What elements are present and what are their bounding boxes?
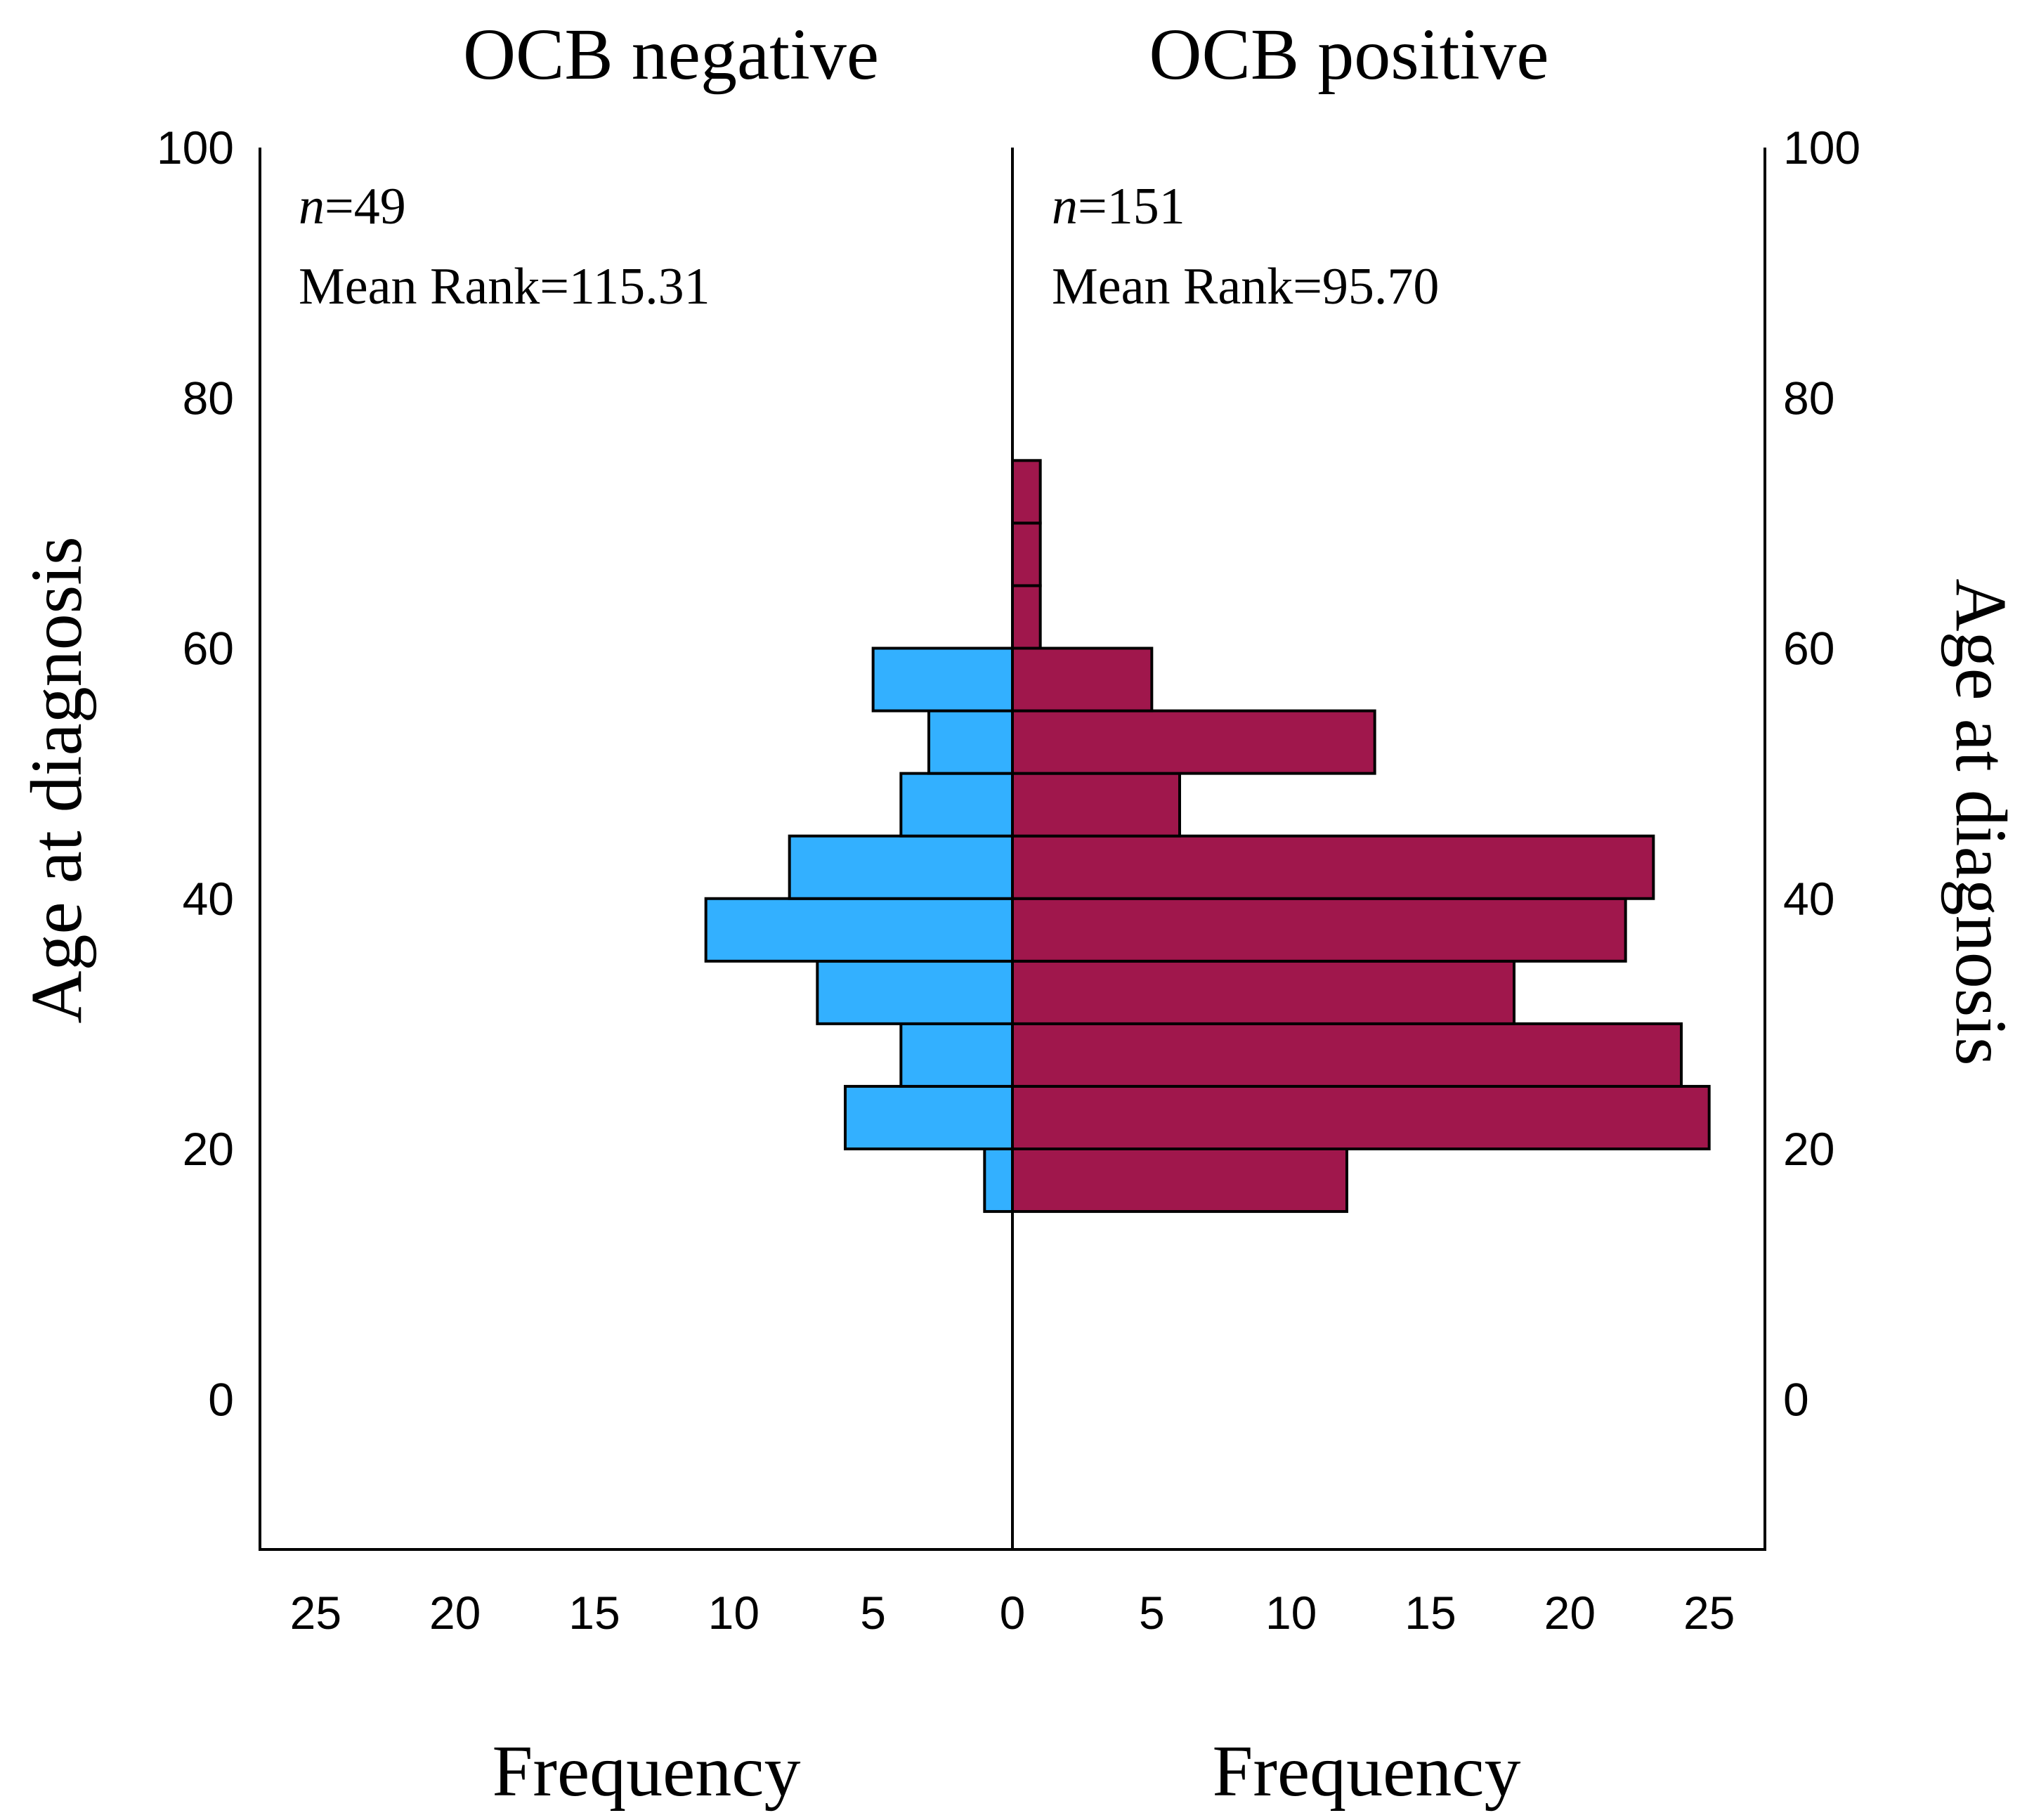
annotation-n-positive-value: =151 bbox=[1078, 178, 1185, 235]
y-tick-label-left: 0 bbox=[208, 1373, 234, 1425]
y-tick-label-right: 0 bbox=[1783, 1373, 1809, 1425]
bar-positive bbox=[1011, 897, 1627, 963]
bar-positive bbox=[1011, 772, 1181, 838]
annotation-n-negative: n=49 bbox=[299, 178, 406, 235]
x-tick-label-negative: 10 bbox=[708, 1587, 760, 1639]
x-tick-label-negative: 25 bbox=[290, 1587, 341, 1639]
y-tick-label-left: 20 bbox=[183, 1123, 234, 1175]
y-tick-label-left: 80 bbox=[183, 372, 234, 424]
bar-positive bbox=[1011, 1148, 1348, 1214]
x-tick-label-negative: 5 bbox=[860, 1587, 886, 1639]
bar-positive bbox=[1011, 1084, 1711, 1150]
bar-positive bbox=[1011, 459, 1042, 525]
bar-negative bbox=[899, 1022, 1015, 1088]
y-tick-label-right: 80 bbox=[1783, 372, 1834, 424]
annotation-n-positive-label: n bbox=[1052, 178, 1078, 235]
x-tick-label-negative: 15 bbox=[568, 1587, 620, 1639]
y-tick-label-right: 20 bbox=[1783, 1123, 1834, 1175]
y-axis-title-left: Age at diagnosis bbox=[16, 536, 97, 1023]
panel-title-positive: OCB positive bbox=[1149, 14, 1549, 95]
bar-positive bbox=[1011, 521, 1042, 587]
y-ticks-right: 0 20 40 60 80 100 bbox=[1783, 122, 1860, 1425]
bars-positive bbox=[1011, 459, 1711, 1214]
x-axis-title-negative: Frequency bbox=[493, 1731, 801, 1812]
x-tick-label-positive: 15 bbox=[1404, 1587, 1456, 1639]
bar-positive bbox=[1011, 646, 1154, 713]
y-tick-label-right: 100 bbox=[1783, 122, 1860, 174]
y-tick-label-right: 60 bbox=[1783, 623, 1834, 675]
y-axis-title-right: Age at diagnosis bbox=[1941, 578, 2021, 1065]
bar-negative bbox=[899, 772, 1015, 838]
bar-negative bbox=[788, 834, 1014, 900]
y-tick-label-left: 100 bbox=[157, 122, 234, 174]
annotation-n-positive: n=151 bbox=[1052, 178, 1185, 235]
y-tick-label-left: 40 bbox=[183, 873, 234, 925]
x-tick-label-positive: 25 bbox=[1683, 1587, 1735, 1639]
annotation-n-negative-label: n bbox=[299, 178, 325, 235]
annotation-mean-rank-negative: Mean Rank=115.31 bbox=[299, 258, 710, 316]
y-tick-label-left: 60 bbox=[183, 623, 234, 675]
annotation-n-negative-value: =49 bbox=[325, 178, 406, 235]
bar-negative bbox=[871, 646, 1014, 713]
bar-positive bbox=[1011, 834, 1655, 900]
panel-title-negative: OCB negative bbox=[463, 14, 879, 95]
bar-positive bbox=[1011, 959, 1515, 1025]
bar-negative bbox=[927, 709, 1014, 775]
bar-positive bbox=[1011, 1022, 1683, 1088]
x-tick-label-positive: 5 bbox=[1139, 1587, 1165, 1639]
bar-negative bbox=[983, 1148, 1015, 1214]
y-tick-label-right: 40 bbox=[1783, 873, 1834, 925]
x-tick-label-positive: 10 bbox=[1265, 1587, 1317, 1639]
bar-negative bbox=[844, 1084, 1014, 1150]
bars-negative bbox=[704, 646, 1015, 1214]
y-ticks-left: 0 20 40 60 80 100 bbox=[157, 122, 234, 1425]
x-tick-label-negative: 0 bbox=[1000, 1587, 1026, 1639]
x-ticks: 25 20 15 10 5 0 5 10 15 20 25 bbox=[290, 1587, 1735, 1639]
bar-positive bbox=[1011, 709, 1376, 775]
bar-negative bbox=[704, 897, 1015, 963]
x-tick-label-negative: 20 bbox=[429, 1587, 481, 1639]
x-axis-title-positive: Frequency bbox=[1213, 1731, 1521, 1812]
bar-positive bbox=[1011, 584, 1042, 650]
annotation-mean-rank-positive: Mean Rank=95.70 bbox=[1052, 258, 1439, 316]
bar-negative bbox=[816, 959, 1015, 1025]
x-tick-label-positive: 20 bbox=[1544, 1587, 1596, 1639]
